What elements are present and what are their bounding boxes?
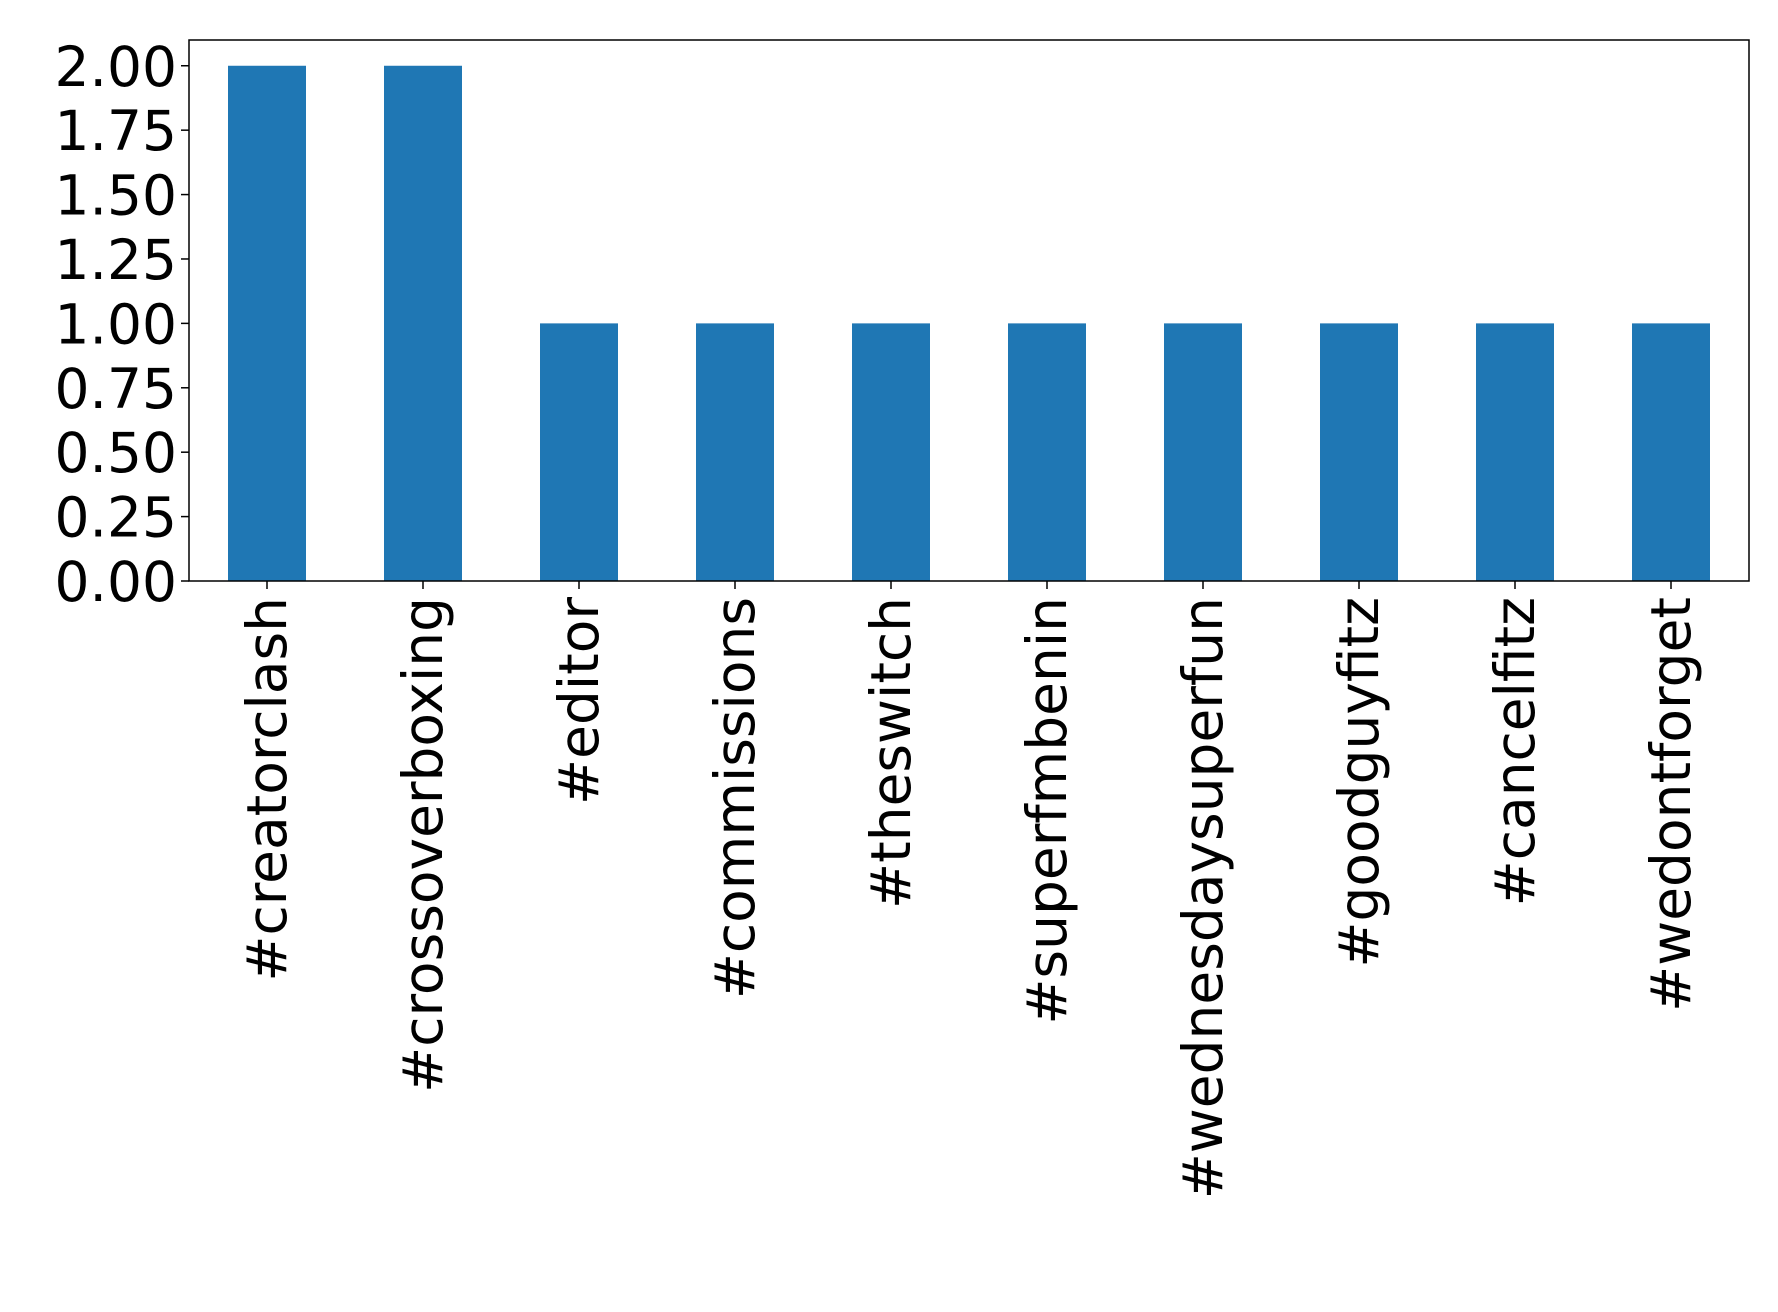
bar: [1476, 323, 1554, 581]
bar: [696, 323, 774, 581]
x-tick-label: #creatorclash: [235, 597, 299, 982]
y-tick-label: 0.75: [55, 357, 177, 421]
bar: [1164, 323, 1242, 581]
bar: [1008, 323, 1086, 581]
x-tick-label: #superfmbenin: [1015, 597, 1079, 1025]
y-tick-label: 0.25: [55, 486, 177, 550]
x-tick-label: #crossoverboxing: [391, 597, 455, 1093]
x-tick-label: #theswitch: [859, 597, 923, 909]
y-tick-label: 1.25: [55, 228, 177, 292]
x-tick-label: #wednesdaysuperfun: [1171, 597, 1235, 1199]
y-tick-label: 2.00: [55, 35, 177, 99]
bar: [228, 65, 306, 581]
x-tick-label: #commissions: [703, 597, 767, 999]
y-tick-label: 0.50: [55, 421, 177, 485]
bar: [1320, 323, 1398, 581]
bar: [384, 65, 462, 581]
y-tick-label: 1.00: [55, 292, 177, 356]
x-tick-label: #cancelfitz: [1483, 597, 1547, 906]
bar: [540, 323, 618, 581]
bar: [852, 323, 930, 581]
y-tick-label: 0.00: [55, 550, 177, 614]
x-tick-label: #goodguyfitz: [1327, 597, 1391, 968]
x-tick-label: #editor: [547, 597, 611, 805]
x-tick-label: #wedontforget: [1639, 597, 1703, 1012]
bar: [1632, 323, 1710, 581]
y-tick-label: 1.50: [55, 164, 177, 228]
y-tick-label: 1.75: [55, 99, 177, 163]
plot-frame: [188, 39, 1750, 582]
